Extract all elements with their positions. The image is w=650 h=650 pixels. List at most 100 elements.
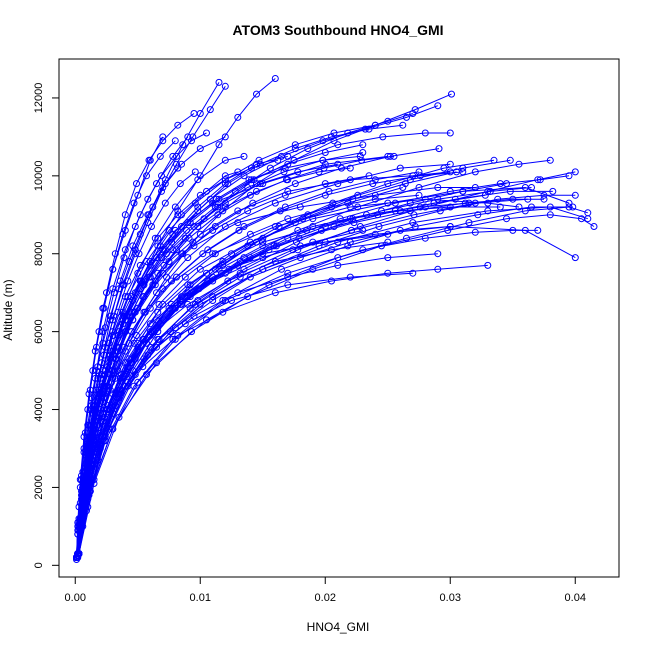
data-point xyxy=(309,265,317,273)
data-point xyxy=(283,176,290,184)
data-point xyxy=(125,258,133,265)
data-point xyxy=(294,246,302,254)
data-point xyxy=(174,211,182,219)
data-point xyxy=(154,234,162,242)
series-line xyxy=(77,175,370,556)
series-line xyxy=(76,159,495,558)
data-point xyxy=(108,367,115,375)
data-point xyxy=(318,226,325,234)
data-point xyxy=(136,211,144,219)
data-point xyxy=(144,195,152,203)
data-point xyxy=(178,300,185,308)
data-point xyxy=(536,176,544,184)
data-point xyxy=(365,125,373,133)
data-point xyxy=(244,242,252,250)
data-point xyxy=(221,133,229,141)
data-point xyxy=(391,199,399,207)
data-point xyxy=(143,339,150,347)
data-point xyxy=(379,133,387,141)
data-point xyxy=(334,261,342,269)
data-point xyxy=(255,156,263,164)
data-point xyxy=(410,211,418,219)
data-point xyxy=(284,269,292,277)
data-series-layer xyxy=(73,75,598,563)
data-point xyxy=(85,491,93,499)
data-point xyxy=(103,409,110,417)
data-point xyxy=(584,209,592,217)
data-point xyxy=(321,180,329,188)
series-18 xyxy=(74,168,242,558)
data-point xyxy=(334,238,342,246)
data-point xyxy=(421,129,429,137)
data-point xyxy=(214,211,222,219)
y-axis: 0 2000 4000 6000 8000 10000 12000 xyxy=(33,83,60,568)
data-point xyxy=(115,285,123,293)
data-point xyxy=(181,234,189,242)
data-point xyxy=(384,238,392,246)
data-point xyxy=(435,145,443,153)
data-point xyxy=(359,141,367,149)
data-point xyxy=(154,242,162,250)
data-point xyxy=(173,152,180,160)
data-point xyxy=(215,78,223,86)
data-point xyxy=(101,433,109,441)
data-point xyxy=(365,172,373,180)
data-point xyxy=(346,164,354,172)
data-point xyxy=(188,328,195,336)
data-point xyxy=(158,254,165,262)
data-point xyxy=(88,394,95,402)
x-tick-label: 0.03 xyxy=(440,592,461,604)
data-point xyxy=(325,187,333,195)
data-point xyxy=(221,269,229,277)
data-point xyxy=(119,230,127,238)
data-point xyxy=(158,172,165,180)
data-point xyxy=(415,168,423,176)
data-point xyxy=(359,149,367,156)
y-tick-label: 4000 xyxy=(33,397,45,421)
data-point xyxy=(203,269,210,277)
data-point xyxy=(509,195,517,203)
data-point xyxy=(246,230,254,238)
data-point xyxy=(315,242,323,250)
data-point xyxy=(100,304,108,312)
data-point xyxy=(171,324,179,332)
data-point xyxy=(144,219,152,227)
data-point xyxy=(278,265,285,273)
data-point xyxy=(93,343,100,351)
data-point xyxy=(348,226,355,234)
data-point xyxy=(85,441,93,449)
data-point xyxy=(153,289,160,297)
data-point xyxy=(271,289,279,297)
data-point xyxy=(118,371,125,378)
data-point xyxy=(206,106,214,114)
data-point xyxy=(154,269,162,277)
data-point xyxy=(330,223,338,230)
data-point xyxy=(130,199,138,207)
x-tick-label: 0.04 xyxy=(565,592,586,604)
data-point xyxy=(168,277,175,285)
series-line xyxy=(76,152,363,558)
data-point xyxy=(125,339,133,347)
data-point xyxy=(248,164,255,172)
data-point xyxy=(266,164,274,172)
data-point xyxy=(403,113,410,121)
data-point xyxy=(159,133,167,141)
data-point xyxy=(94,398,102,406)
data-point xyxy=(146,304,154,312)
y-tick-label: 6000 xyxy=(33,319,45,343)
data-point xyxy=(371,195,379,203)
data-point xyxy=(124,277,132,285)
data-point xyxy=(159,246,167,254)
data-point xyxy=(221,176,229,184)
data-point xyxy=(184,254,192,262)
data-point xyxy=(185,234,193,242)
data-point xyxy=(471,168,479,176)
series-line xyxy=(77,198,544,556)
data-point xyxy=(235,226,243,234)
data-point xyxy=(246,191,254,199)
data-point xyxy=(240,152,248,160)
data-point xyxy=(161,199,169,207)
data-point xyxy=(569,203,577,211)
data-point xyxy=(169,152,177,160)
series-59 xyxy=(73,156,282,561)
